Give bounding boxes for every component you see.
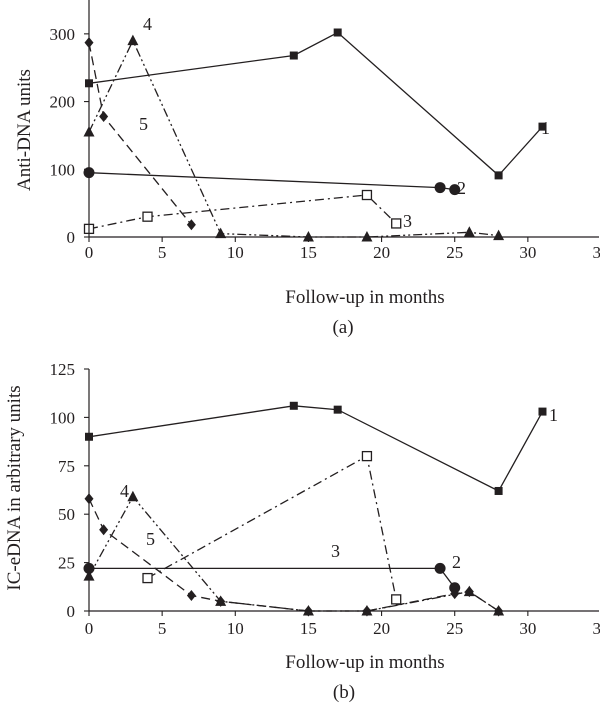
panel-a-x-tick-label: 35 — [593, 243, 600, 262]
panel-b-series-labels: 1 2 3 4 5 — [120, 405, 558, 572]
panel-b-series-5-line — [88, 498, 499, 612]
panel-b-axes — [88, 369, 599, 612]
panel-b-series-4-line — [88, 495, 499, 612]
panel-a-markers — [83, 28, 547, 242]
panel-b-ticks: 051015202530350255075100125 — [50, 360, 600, 638]
panel-b-y-tick-label: 25 — [58, 554, 75, 573]
panel-a-x-axis-title: Follow-up in months — [285, 287, 444, 308]
panel-a-x-tick-label: 25 — [446, 243, 463, 262]
panel-a-series-3-label: 3 — [403, 211, 412, 231]
panel-a-x-tick-label: 20 — [373, 243, 390, 262]
panel-a-ticks: 051015202530350100200300 — [50, 25, 600, 262]
panel-a-y-tick-label: 100 — [50, 160, 76, 179]
panel-a-axes — [88, 0, 599, 238]
panel-b-series-3-point — [391, 594, 402, 605]
panel-a-series-1-point — [333, 28, 342, 37]
panel-b-series-1-point — [333, 405, 342, 414]
panel-b-series-1-point — [538, 407, 547, 416]
panel-b-y-tick-label: 75 — [58, 457, 75, 476]
panel-b-markers — [83, 401, 547, 617]
panel-a-series-2-point — [434, 182, 446, 194]
panel-b-series-1-line — [88, 405, 544, 492]
panel-b-series-3-label: 3 — [331, 541, 340, 561]
panel-a-series-2-line — [88, 172, 455, 191]
panel-b-series-2-point — [434, 562, 446, 574]
panel-a-series-4-label: 4 — [143, 14, 152, 34]
panel-a-x-tick-label: 5 — [158, 243, 167, 262]
panel-b-y-tick-label: 125 — [50, 360, 76, 379]
panel-a-series-3-line — [88, 194, 397, 230]
panel-a-series-1-point — [538, 122, 547, 131]
panel-b-series-1-label: 1 — [549, 405, 558, 425]
panel-b-series-5-label: 5 — [146, 529, 155, 549]
panel-b-series-3-point — [361, 450, 373, 462]
panel-a-series-5-label: 5 — [139, 114, 148, 134]
panel-a-x-tick-label: 30 — [519, 243, 536, 262]
panel-a-series-4-point — [215, 227, 227, 239]
panel-b-x-tick-label: 25 — [446, 619, 463, 638]
panel-a-series-3-point — [361, 189, 373, 201]
panel-b-y-axis-title: IC-eDNA in arbitrary units — [4, 385, 25, 590]
panel-b-series-3-point — [142, 572, 153, 584]
panel-a-lines — [88, 31, 543, 238]
panel-b-x-tick-label: 15 — [300, 619, 317, 638]
panel-a-series-5-point — [99, 110, 109, 122]
panel-a-x-tick-label: 15 — [300, 243, 317, 262]
panel-b-series-4-point — [127, 490, 139, 502]
panel-b-x-tick-label: 0 — [85, 619, 94, 638]
panel-a-series-4-point — [361, 231, 373, 242]
panel-b-series-2-label: 2 — [452, 552, 461, 572]
panel-a-series-4-line — [88, 39, 499, 238]
panel-b-y-tick-label: 50 — [58, 505, 75, 524]
panel-a-y-tick-label: 200 — [50, 93, 76, 112]
chart-panel-a: 0 5 10 15 20 25 30 35 0 100 200 300 1 2 3 4 5 Follow-up… — [14, 0, 600, 338]
panel-b-x-tick-label: 5 — [158, 619, 167, 638]
panel-b-y-tick-label: 0 — [67, 602, 76, 621]
panel-a-series-1-line — [88, 31, 543, 177]
panel-b-x-tick-label: 20 — [373, 619, 390, 638]
panel-a-series-3-point — [142, 211, 153, 222]
panel-a-series-1-point — [494, 171, 503, 180]
panel-a-series-1-label: 1 — [541, 118, 550, 138]
panel-b-series-5-point — [464, 586, 474, 598]
panel-b-label: (b) — [333, 682, 355, 703]
panel-a-x-tick-label: 10 — [227, 243, 244, 262]
panel-b-x-axis-title: Follow-up in months — [285, 652, 444, 673]
panel-a-series-1-point — [289, 51, 298, 60]
panel-b-series-5-point — [216, 595, 226, 607]
panel-b-series-5-point — [99, 524, 109, 536]
panel-a-series-4-point — [463, 226, 475, 237]
panel-b-series-1-point — [494, 486, 503, 495]
panel-b-series-4-label: 4 — [120, 481, 129, 501]
chart-panel-b: 0 5 10 15 20 25 30 35 0 25 50 75 100 125 1 2 3 4 5 Follow… — [4, 360, 600, 703]
panel-a-series-2-point — [449, 184, 461, 196]
panel-a-series-labels: 1 2 3 4 5 — [139, 14, 550, 231]
panel-b-series-2-point — [449, 582, 461, 594]
panel-b-y-tick-label: 100 — [50, 408, 76, 427]
panel-a-series-4-point — [127, 34, 139, 46]
panel-b-series-5-point — [186, 590, 196, 602]
panel-b-series-1-point — [289, 401, 298, 410]
panel-b-x-tick-label: 35 — [593, 619, 600, 638]
panel-a-series-3-point — [391, 218, 402, 229]
panel-a-y-tick-label: 300 — [50, 25, 76, 44]
panel-b-series-5-point — [450, 588, 460, 600]
panel-a-y-axis-title: Anti-DNA units — [14, 69, 35, 191]
panel-a-y-tick-label: 0 — [67, 228, 76, 247]
panel-a-series-5-point — [186, 219, 196, 231]
panel-b-lines — [88, 405, 544, 612]
panel-a-series-4-point — [493, 229, 505, 241]
panel-b-x-tick-label: 10 — [227, 619, 244, 638]
panel-b-series-3-line — [147, 455, 397, 600]
panel-a-label: (a) — [332, 317, 353, 338]
panel-a-series-2-label: 2 — [457, 178, 466, 198]
panel-b-x-tick-label: 30 — [519, 619, 536, 638]
panel-a-series-4-point — [302, 231, 314, 242]
panel-a-x-tick-label: 0 — [85, 243, 94, 262]
